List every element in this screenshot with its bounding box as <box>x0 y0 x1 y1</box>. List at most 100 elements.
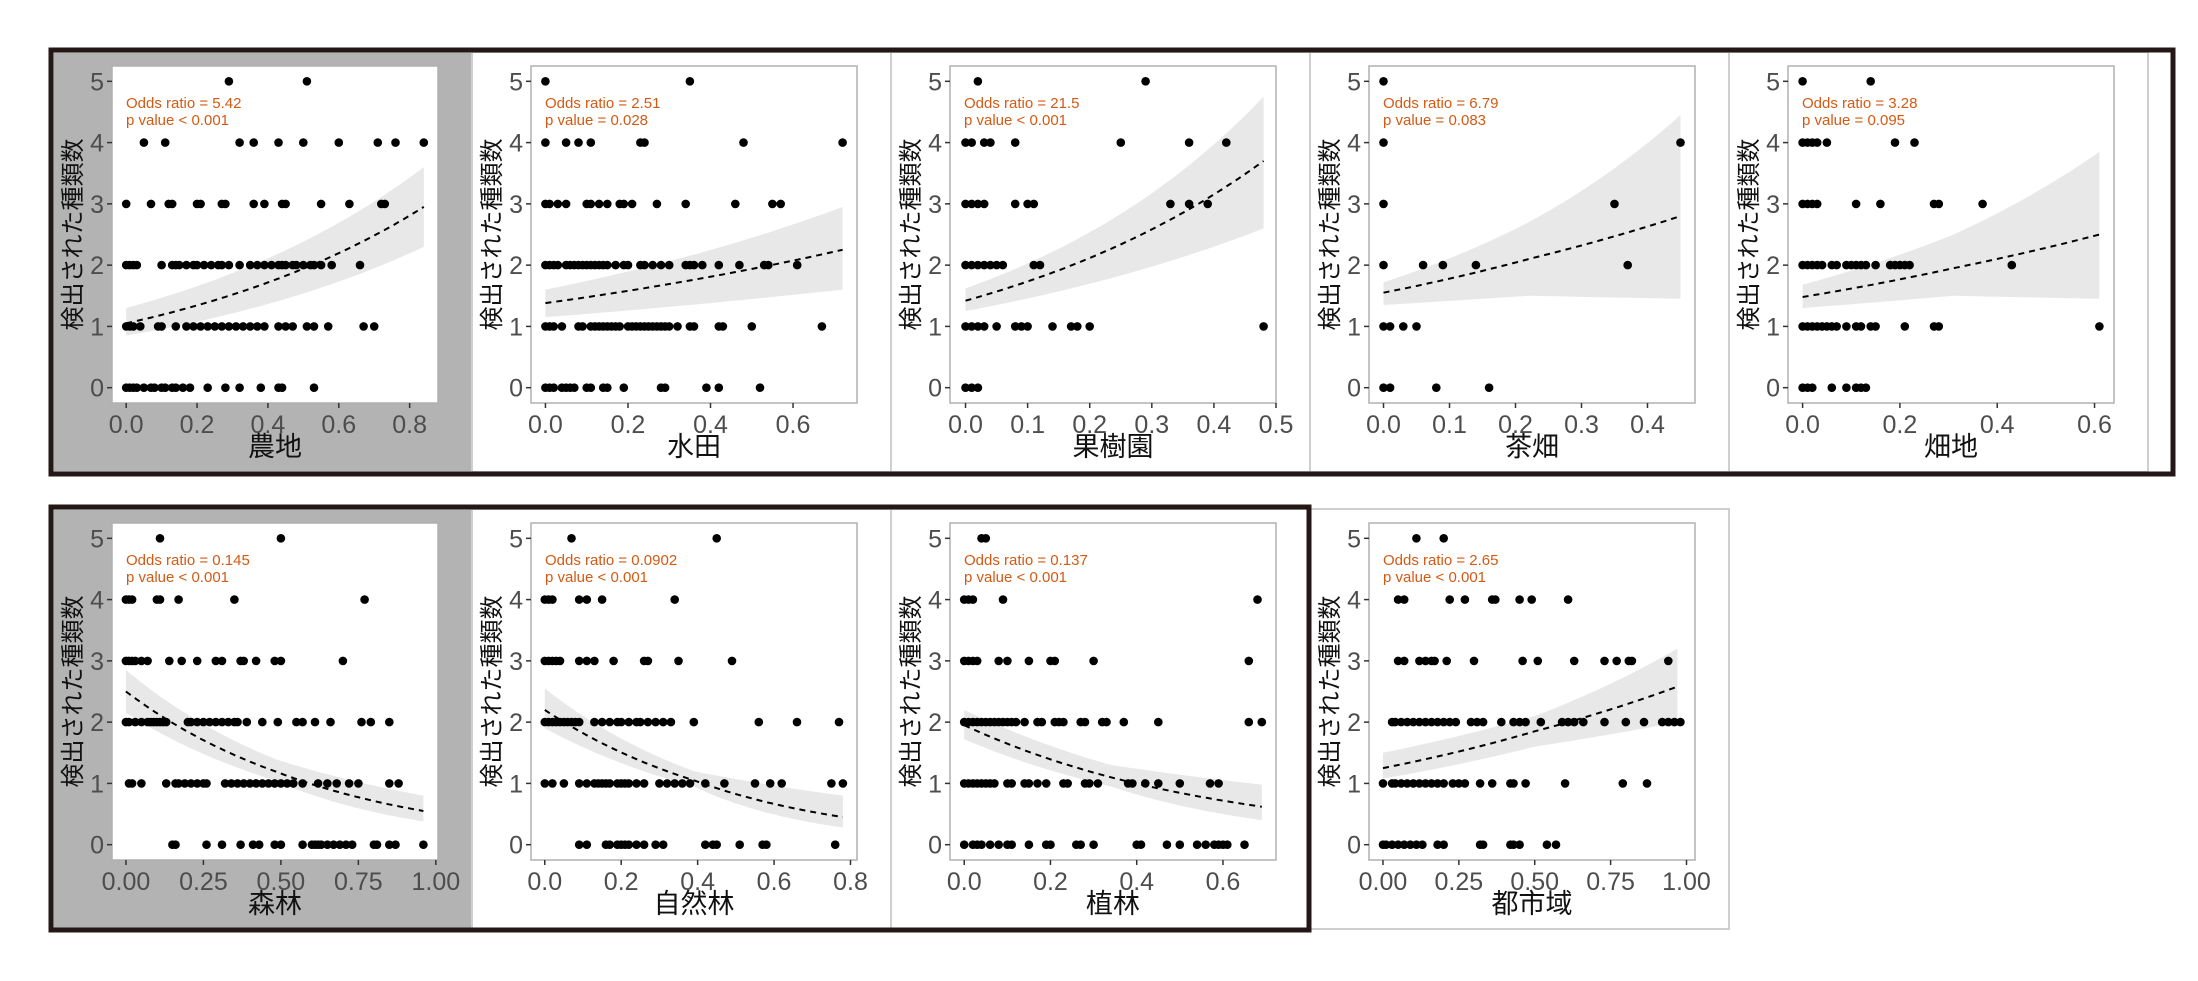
data-point <box>1934 322 1944 331</box>
y-axis-title: 検出された種類数 <box>1316 596 1344 788</box>
y-tick-label: 1 <box>928 313 942 341</box>
data-point <box>210 322 220 331</box>
y-tick-label: 2 <box>1347 709 1361 737</box>
facet-panel: 0 1 2 3 4 5 0.0 0.2 0.4 0.6 植林 検出された種類数 Odds ratio =… <box>890 508 1311 930</box>
data-point <box>224 260 234 270</box>
data-point <box>155 595 165 604</box>
data-point <box>656 260 666 270</box>
data-point <box>670 595 679 604</box>
data-point <box>186 717 196 727</box>
data-point <box>1579 717 1588 727</box>
data-point <box>979 322 989 331</box>
data-point <box>1184 199 1194 209</box>
facet-panel: 0 1 2 3 4 5 0.00 0.25 0.50 0.75 1.00 森林 検出された種類数 Odds… <box>52 508 473 930</box>
data-point <box>224 322 234 331</box>
x-tick-label: 0.0 <box>948 411 983 439</box>
data-point <box>689 260 699 270</box>
data-point <box>541 138 550 147</box>
data-point <box>609 656 618 666</box>
data-point <box>196 199 205 209</box>
data-point <box>277 383 287 393</box>
p-value-label: p value < 0.001 <box>964 112 1067 129</box>
data-point <box>1639 717 1649 727</box>
y-tick-label: 2 <box>1766 252 1780 280</box>
data-point <box>1536 717 1546 727</box>
data-point <box>574 717 584 727</box>
data-point <box>1621 717 1631 727</box>
y-tick-label: 0 <box>90 832 104 860</box>
confidence-band <box>126 167 424 336</box>
data-point <box>345 199 354 209</box>
data-point <box>323 779 332 788</box>
data-point <box>186 779 196 788</box>
data-point <box>335 840 345 849</box>
y-tick-label: 5 <box>928 525 942 553</box>
data-point <box>1557 717 1567 727</box>
data-point <box>541 77 550 86</box>
x-tick-label: 0.0 <box>947 868 982 896</box>
data-point <box>616 717 626 727</box>
data-point <box>192 717 202 727</box>
data-point <box>1466 717 1476 727</box>
data-point <box>1890 138 1900 147</box>
data-point <box>289 779 298 788</box>
data-point <box>355 260 365 270</box>
data-point <box>1192 840 1202 849</box>
data-point <box>619 383 629 393</box>
data-point <box>1385 383 1395 393</box>
data-point <box>373 138 383 147</box>
data-point <box>235 138 244 147</box>
y-tick-label: 4 <box>928 587 942 615</box>
y-tick-label: 4 <box>1347 587 1361 615</box>
x-tick-label: 0.0 <box>109 411 144 439</box>
y-axis-title: 検出された種類数 <box>897 139 925 331</box>
data-point <box>231 322 241 331</box>
y-tick-label: 5 <box>90 68 104 96</box>
data-point <box>1003 656 1012 666</box>
data-point <box>199 717 208 727</box>
data-point <box>242 717 252 727</box>
data-point <box>1379 260 1388 270</box>
data-point <box>597 595 607 604</box>
data-point <box>233 717 242 727</box>
facet-panel: 0 1 2 3 4 5 0.00 0.25 0.50 0.75 1.00 都市域 検出された種類数 Odd… <box>1309 508 1730 930</box>
data-point <box>777 779 786 788</box>
odds-ratio-label: Odds ratio = 2.51 <box>545 95 661 112</box>
data-point <box>1856 322 1866 331</box>
data-point <box>973 77 983 86</box>
y-tick-label: 4 <box>90 130 104 158</box>
odds-ratio-label: Odds ratio = 21.5 <box>964 95 1080 112</box>
data-point <box>143 656 152 666</box>
data-point <box>1442 656 1451 666</box>
data-point <box>990 779 999 788</box>
data-point <box>1222 138 1231 147</box>
data-point <box>764 260 773 270</box>
data-point <box>701 779 710 788</box>
data-point <box>1509 717 1518 727</box>
data-point <box>643 656 653 666</box>
data-point <box>1515 595 1524 604</box>
data-point <box>605 717 614 727</box>
data-point <box>735 260 744 270</box>
data-point <box>1102 717 1111 727</box>
data-point <box>1412 322 1421 331</box>
data-point <box>316 260 326 270</box>
data-point <box>1676 717 1685 727</box>
data-point <box>338 656 348 666</box>
x-tick-label: 0.4 <box>680 868 715 896</box>
x-tick-label: 0.2 <box>1883 411 1918 439</box>
x-tick-label: 0.6 <box>776 411 811 439</box>
frame-top-row <box>48 47 2176 477</box>
data-point <box>1871 260 1880 270</box>
data-point <box>372 840 382 849</box>
data-point <box>309 260 319 270</box>
y-tick-label: 3 <box>928 648 942 676</box>
data-point <box>1832 322 1841 331</box>
data-point <box>838 779 848 788</box>
data-point <box>627 199 637 209</box>
data-point <box>1418 260 1428 270</box>
data-point <box>223 717 233 727</box>
data-point <box>1472 717 1482 727</box>
data-point <box>712 534 721 543</box>
data-point <box>639 840 649 849</box>
